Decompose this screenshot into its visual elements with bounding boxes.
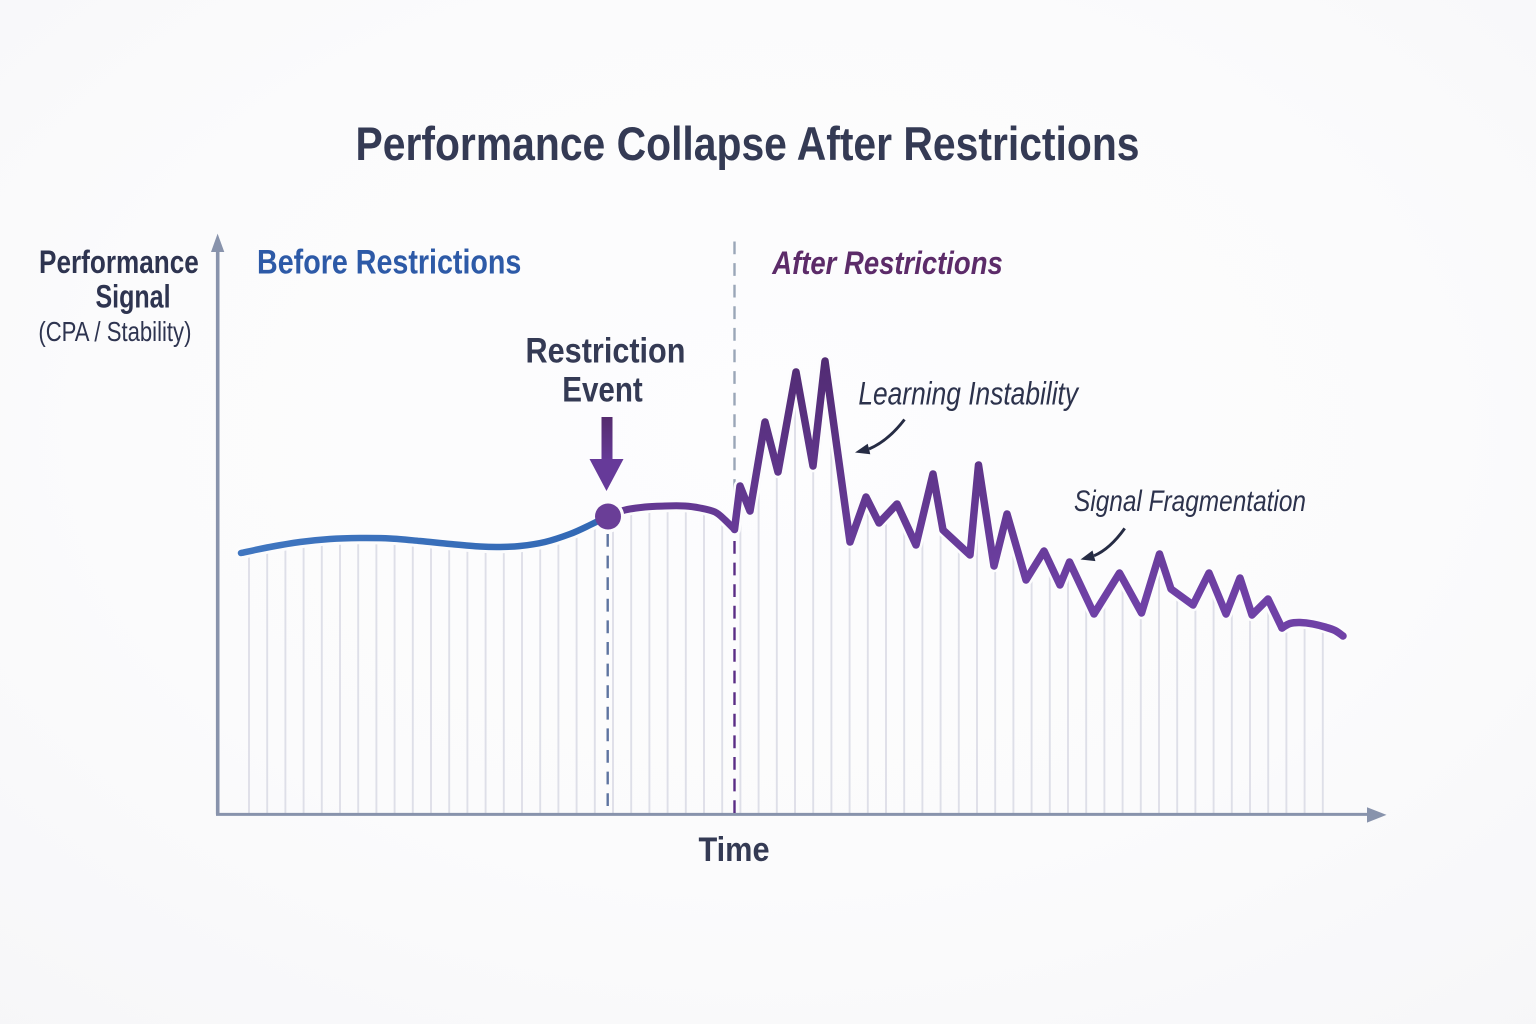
- svg-text:Learning Instability: Learning Instability: [858, 376, 1079, 412]
- svg-text:Signal Fragmentation: Signal Fragmentation: [1074, 485, 1306, 518]
- svg-text:Signal: Signal: [95, 279, 170, 315]
- svg-text:(CPA / Stability): (CPA / Stability): [38, 316, 191, 347]
- svg-text:After Restrictions: After Restrictions: [771, 245, 1002, 281]
- svg-text:Restriction: Restriction: [526, 332, 686, 371]
- svg-text:Before Restrictions: Before Restrictions: [257, 244, 521, 282]
- svg-text:Performance: Performance: [39, 244, 199, 280]
- svg-text:Event: Event: [562, 371, 643, 410]
- svg-text:Time: Time: [698, 831, 769, 869]
- svg-text:Performance Collapse After Res: Performance Collapse After Restrictions: [356, 117, 1140, 170]
